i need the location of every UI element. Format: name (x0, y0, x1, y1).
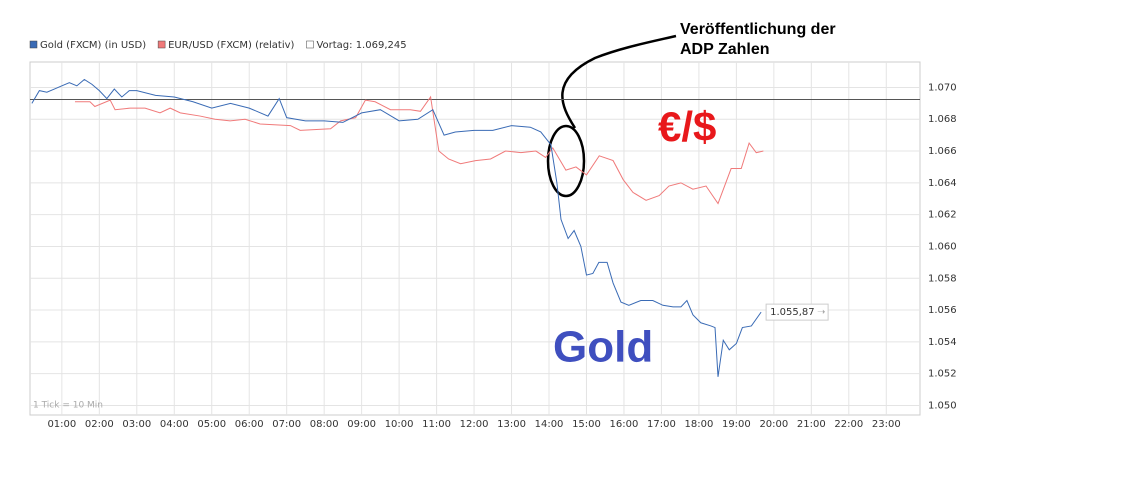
x-tick-label: 15:00 (572, 419, 601, 430)
annotation: Gold (553, 323, 653, 372)
y-tick-label: 1.056 (928, 305, 957, 316)
x-tick-label: 17:00 (647, 419, 676, 430)
x-tick-label: 22:00 (834, 419, 863, 430)
x-tick-label: 23:00 (872, 419, 901, 430)
y-tick-label: 1.050 (928, 400, 957, 411)
x-tick-label: 11:00 (422, 419, 451, 430)
annotation: ADP Zahlen (680, 41, 770, 58)
x-tick-label: 10:00 (385, 419, 414, 430)
x-tick-label: 16:00 (610, 419, 639, 430)
x-tick-label: 09:00 (347, 419, 376, 430)
plot-frame (29, 61, 921, 416)
series-line (31, 78, 762, 377)
x-tick-label: 01:00 (47, 419, 76, 430)
legend-swatch (306, 40, 314, 49)
x-tick-label: 02:00 (85, 419, 114, 430)
x-tick-label: 13:00 (497, 419, 526, 430)
last-value-arrow: ➝ (817, 307, 825, 318)
last-value-box (765, 303, 829, 321)
legend-swatch (29, 40, 38, 49)
annotation-ellipse (546, 124, 586, 198)
y-tick-label: 1.060 (928, 241, 957, 252)
y-tick-label: 1.062 (928, 210, 957, 221)
x-tick-label: 18:00 (684, 419, 713, 430)
legend-label: Gold (FXCM) (in USD) (40, 40, 146, 51)
annotation: Veröffentlichung der (680, 21, 836, 38)
x-tick-label: 04:00 (160, 419, 189, 430)
x-tick-label: 03:00 (122, 419, 151, 430)
legend-label: Vortag: 1.069,245 (316, 40, 406, 51)
x-tick-label: 19:00 (722, 419, 751, 430)
y-tick-label: 1.066 (928, 146, 957, 157)
x-tick-label: 05:00 (197, 419, 226, 430)
annotation: €/$ (658, 103, 716, 150)
annotation-curve (561, 34, 677, 129)
legend-swatch (157, 40, 166, 49)
y-tick-label: 1.052 (928, 369, 957, 380)
x-tick-label: 06:00 (235, 419, 264, 430)
y-tick-label: 1.068 (928, 114, 957, 125)
y-tick-label: 1.064 (928, 178, 957, 189)
x-tick-label: 21:00 (797, 419, 826, 430)
y-tick-label: 1.054 (928, 337, 957, 348)
x-tick-label: 12:00 (460, 419, 489, 430)
y-tick-label: 1.058 (928, 273, 957, 284)
x-tick-label: 08:00 (310, 419, 339, 430)
x-tick-label: 20:00 (759, 419, 788, 430)
y-tick-label: 1.070 (928, 82, 957, 93)
x-tick-label: 14:00 (535, 419, 564, 430)
tick-note: 1 Tick = 10 Min (33, 401, 103, 411)
series-line (74, 95, 764, 205)
legend-label: EUR/USD (FXCM) (relativ) (168, 40, 294, 51)
x-tick-label: 07:00 (272, 419, 301, 430)
last-value-label: 1.055,87 (770, 307, 815, 318)
